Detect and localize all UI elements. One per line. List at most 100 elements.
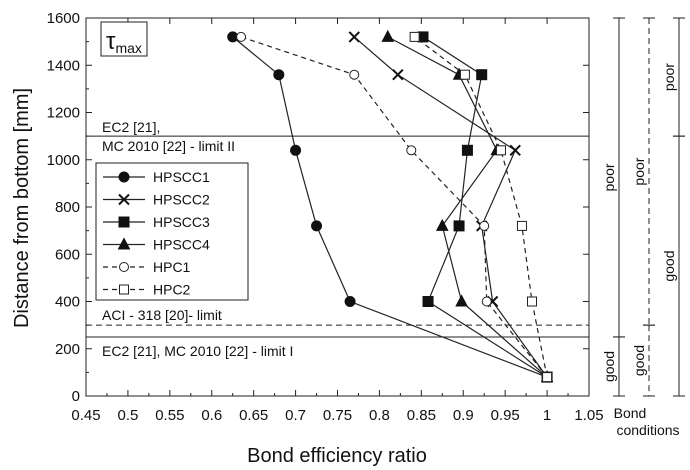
data-point bbox=[273, 69, 285, 81]
reference-line-label: EC2 [21], bbox=[102, 119, 160, 135]
legend-label: HPSCC3 bbox=[153, 214, 210, 230]
legend-label: HPSCC1 bbox=[153, 169, 210, 185]
series-line bbox=[240, 36, 548, 378]
legend-item: HPSCC1 bbox=[103, 169, 210, 185]
x-axis-title: Bond efficiency ratio bbox=[247, 445, 427, 467]
y-tick-label: 1400 bbox=[47, 57, 80, 74]
data-point bbox=[392, 68, 404, 81]
series-hpscc1 bbox=[227, 31, 553, 383]
bond-conditions-header: Bond bbox=[614, 405, 647, 421]
legend: HPSCC1 HPSCC2 HPSCC3 HPSCC4 HPC1 HPC2 bbox=[95, 162, 249, 301]
data-point bbox=[117, 237, 131, 250]
legend-label: HPC2 bbox=[153, 282, 191, 298]
y-tick-label: 600 bbox=[55, 246, 80, 263]
data-point bbox=[118, 193, 130, 206]
bond-conditions-header: conditions bbox=[616, 422, 679, 438]
chart-title-main: τ bbox=[106, 28, 116, 55]
reference-line-label: ACI - 318 [20]- limit bbox=[102, 307, 222, 323]
data-point bbox=[476, 69, 488, 81]
data-point bbox=[509, 144, 521, 157]
data-point bbox=[516, 220, 527, 231]
y-tick-label: 1000 bbox=[47, 152, 80, 169]
y-tick-label: 1200 bbox=[47, 105, 80, 122]
series-line bbox=[387, 36, 548, 378]
legend-label: HPSCC4 bbox=[153, 237, 210, 253]
data-point bbox=[406, 145, 417, 156]
series-hpc2 bbox=[409, 31, 553, 383]
bond-column: good poor bbox=[631, 17, 655, 397]
x-tick-label: 0.75 bbox=[323, 407, 352, 424]
data-point bbox=[461, 144, 473, 156]
data-point bbox=[311, 220, 323, 232]
series-hpscc4 bbox=[381, 29, 554, 383]
bond-condition-label: good bbox=[631, 345, 647, 376]
legend-label: HPSCC2 bbox=[153, 192, 210, 208]
series-line bbox=[353, 36, 548, 378]
x-tick-label: 0.55 bbox=[155, 407, 184, 424]
x-tick-label: 0.5 bbox=[117, 407, 138, 424]
legend-label: HPC1 bbox=[153, 259, 191, 275]
y-tick-label: 1600 bbox=[47, 10, 80, 27]
data-point bbox=[435, 218, 449, 231]
reference-line-label: MC 2010 [22] - limit II bbox=[102, 138, 235, 154]
data-point bbox=[455, 294, 468, 307]
x-tick-label: 0.7 bbox=[285, 407, 306, 424]
x-tick-label: 0.85 bbox=[407, 407, 436, 424]
data-point bbox=[409, 31, 420, 42]
x-tick-label: 0.45 bbox=[71, 407, 100, 424]
data-point bbox=[479, 220, 490, 231]
y-tick-label: 800 bbox=[55, 199, 80, 216]
bond-condition-label: poor bbox=[631, 157, 647, 185]
legend-item: HPC1 bbox=[103, 259, 191, 275]
data-point bbox=[344, 296, 356, 307]
bond-condition-label: good bbox=[601, 351, 617, 382]
x-tick-label: 0.9 bbox=[453, 407, 474, 424]
bond-condition-label: poor bbox=[661, 63, 677, 91]
series-hpscc3 bbox=[417, 31, 553, 383]
x-tick-label: 1.05 bbox=[574, 407, 603, 424]
legend-item: HPSCC2 bbox=[103, 192, 210, 208]
bond-column: good poor bbox=[661, 17, 685, 397]
y-tick-label: 0 bbox=[72, 388, 80, 405]
x-tick-label: 0.6 bbox=[201, 407, 222, 424]
legend-item: HPSCC3 bbox=[103, 214, 210, 230]
data-point bbox=[495, 145, 506, 156]
data-point bbox=[236, 31, 247, 42]
series-hpscc2 bbox=[348, 31, 553, 383]
x-tick-label: 1 bbox=[543, 407, 551, 424]
reference-lines: EC2 [21], MC 2010 [22] - limit II ACI - 31… bbox=[86, 119, 589, 359]
bond-condition-label: good bbox=[661, 250, 677, 281]
reference-line-label: EC2 [21], MC 2010 [22] - limit I bbox=[102, 343, 293, 359]
y-tick-label: 200 bbox=[55, 341, 80, 358]
chart-title-box: τmax bbox=[100, 21, 148, 57]
axes: 0.45 0.5 0.55 0.6 0.65 0.7 0.75 0.8 0.85 0.9 0.95 1… bbox=[47, 10, 604, 424]
y-axis-title: Distance from bottom [mm] bbox=[11, 88, 33, 328]
y-tick-label: 400 bbox=[55, 294, 80, 311]
data-point bbox=[422, 296, 434, 307]
x-tick-label: 0.65 bbox=[239, 407, 268, 424]
series-hpc1 bbox=[236, 31, 553, 383]
series-line bbox=[414, 36, 548, 378]
legend-item: HPC2 bbox=[103, 282, 191, 298]
x-tick-label: 0.95 bbox=[491, 407, 520, 424]
data-series bbox=[227, 29, 554, 383]
series-line bbox=[232, 36, 548, 378]
data-point bbox=[349, 69, 360, 80]
legend-box bbox=[95, 162, 249, 301]
legend-item: HPSCC4 bbox=[103, 237, 210, 253]
bond-column: good poor bbox=[601, 17, 625, 397]
data-point bbox=[481, 296, 492, 307]
x-tick-label: 0.8 bbox=[369, 407, 390, 424]
svg-text:τmax: τmax bbox=[106, 28, 142, 56]
chart-title-sub: max bbox=[115, 40, 141, 56]
data-point bbox=[119, 284, 129, 295]
data-point bbox=[118, 171, 130, 183]
series-line bbox=[422, 36, 548, 378]
bond-condition-label: poor bbox=[601, 163, 617, 191]
data-point bbox=[118, 216, 130, 228]
data-point bbox=[542, 372, 553, 383]
data-point bbox=[453, 220, 465, 232]
data-point bbox=[290, 144, 302, 156]
